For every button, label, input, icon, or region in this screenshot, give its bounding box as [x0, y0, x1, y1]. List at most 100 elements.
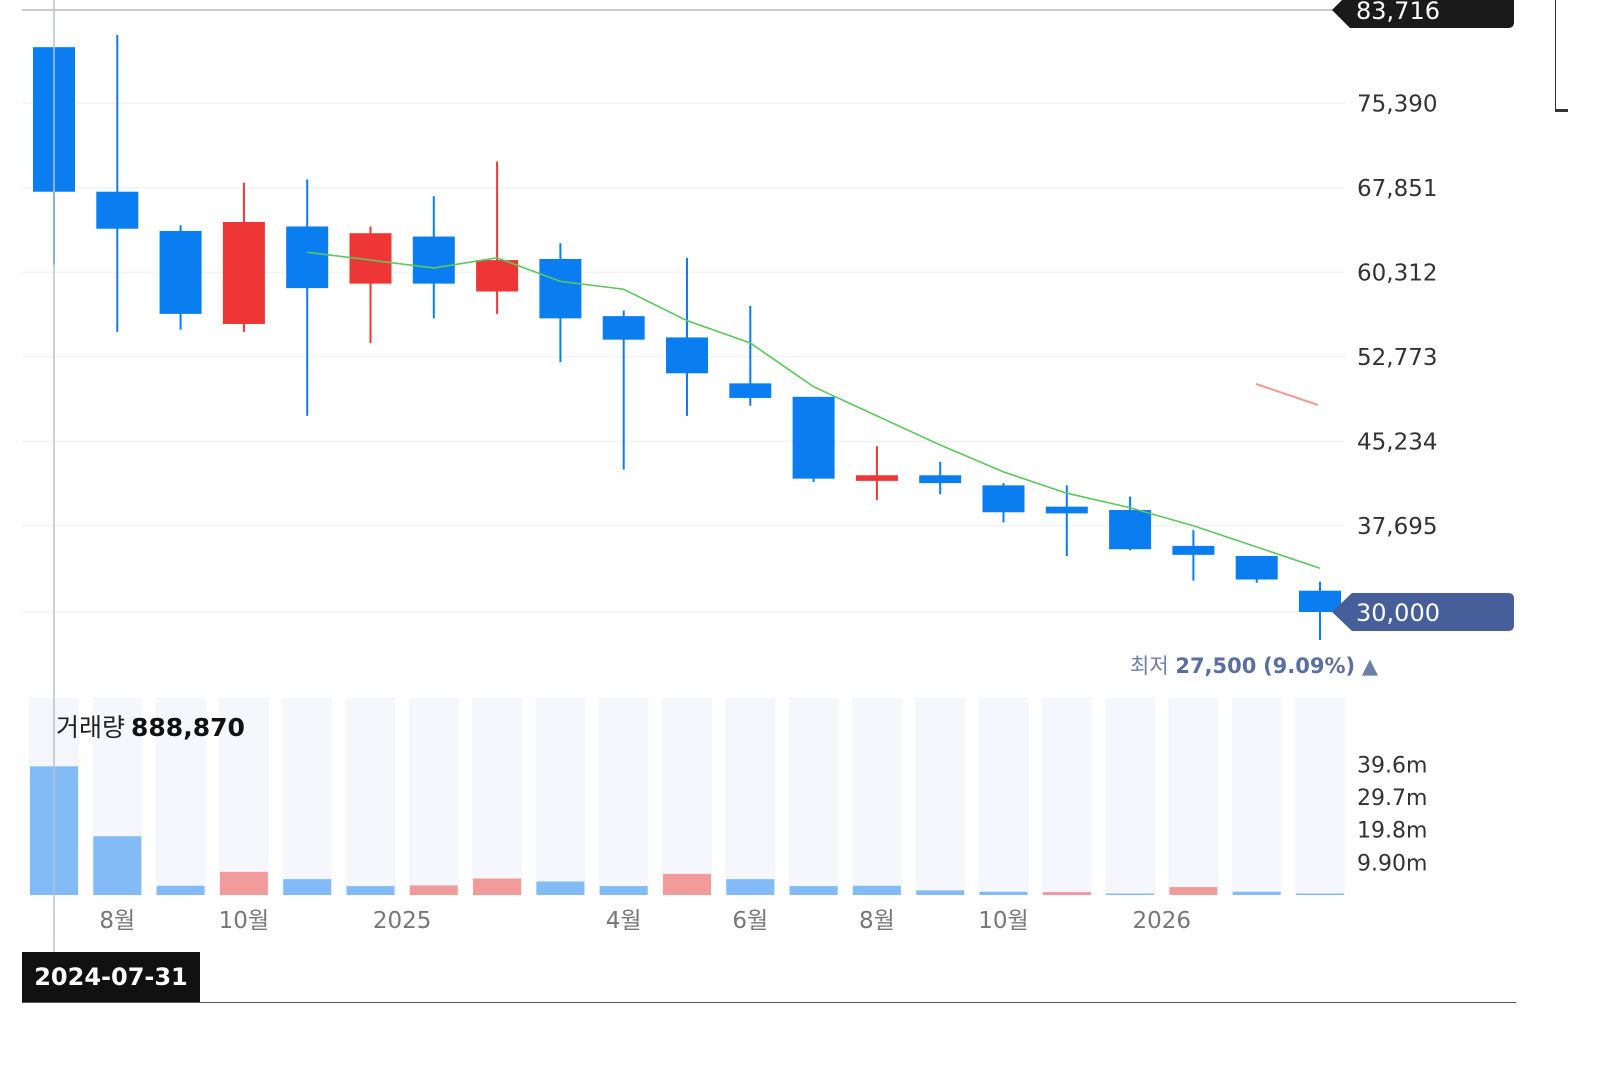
volume-bar [409, 885, 458, 895]
low-marker-arrow: ▲ [1361, 654, 1378, 678]
candle-body [792, 396, 835, 479]
candle-body [539, 258, 582, 319]
time-tick-label: 8월 [99, 908, 135, 934]
candle-body [1299, 590, 1341, 612]
volume-value: 888,870 [131, 713, 245, 742]
volume-slot [155, 698, 206, 895]
volume-bar [283, 879, 332, 895]
volume-bar [473, 878, 522, 895]
candle-body [982, 485, 1025, 513]
candle-body [222, 221, 265, 324]
candle-body [96, 191, 139, 229]
crosshair-date-badge: 2024-07-31 [22, 952, 200, 1002]
candle-body [412, 236, 455, 284]
low-marker-value: 27,500 [1175, 654, 1257, 678]
volume-bar [1296, 893, 1344, 895]
volume-tick-label: 9.90m [1357, 851, 1427, 876]
volume-bar [1106, 893, 1155, 895]
volume-slot [408, 698, 459, 895]
volume-slot [1105, 698, 1156, 895]
candle-body [1045, 506, 1088, 514]
volume-slot [218, 698, 269, 895]
volume-bar [979, 891, 1028, 895]
volume-bar [1042, 892, 1091, 895]
volume-slot [788, 698, 839, 895]
price-tick-label: 37,695 [1357, 514, 1437, 540]
volume-title: 거래량 [56, 713, 126, 742]
volume-bar [346, 886, 395, 895]
candle-body [666, 337, 708, 374]
volume-tick-label: 19.8m [1357, 819, 1427, 844]
price-tick-label: 75,390 [1357, 91, 1437, 117]
candles [33, 34, 1341, 641]
volume-bar [1169, 887, 1218, 895]
volume-slot [915, 698, 966, 895]
candle-body [476, 260, 519, 292]
candle-body [855, 475, 898, 481]
volume-bar [663, 873, 711, 895]
volume-slot [1295, 698, 1345, 895]
high-price-label: 83,716 [1356, 0, 1440, 25]
price-axis: 37,695 45,234 52,773 60,312 67,851 75,390 [1357, 91, 1437, 539]
ma-line [307, 251, 1321, 570]
price-tick-label: 52,773 [1357, 345, 1437, 371]
volume-bar [852, 885, 901, 895]
volume-slot [472, 698, 523, 895]
volume-slot [1168, 698, 1219, 895]
moving-average [307, 251, 1321, 570]
volume-slot [978, 698, 1029, 895]
candle-body [1172, 545, 1215, 555]
volume-slot [282, 698, 333, 895]
candle-body [919, 475, 962, 484]
volume-bar [156, 885, 205, 895]
volume-bar [536, 881, 585, 895]
volume-bar [93, 836, 142, 895]
candle-body [159, 230, 202, 314]
panel-edge-tick [1555, 109, 1568, 112]
bottom-rule [22, 1002, 1516, 1003]
volume-axis: 9.90m 19.8m 29.7m 39.6m [1357, 753, 1427, 876]
price-tick-label: 60,312 [1357, 260, 1437, 286]
volume-bar [789, 886, 838, 895]
volume-label: 거래량 888,870 [56, 708, 245, 744]
low-marker-title: 최저 [1130, 654, 1169, 678]
volume-tick-label: 39.6m [1357, 753, 1427, 778]
low-marker: 최저 27,500 (9.09%) ▲ [1130, 650, 1378, 680]
volume-slot [662, 698, 712, 895]
candle-body [602, 316, 645, 340]
time-tick-label: 10월 [219, 908, 269, 934]
high-price-badge [1332, 0, 1514, 28]
time-tick-label: 2025 [373, 908, 432, 934]
price-tick-label: 67,851 [1357, 176, 1437, 202]
time-tick-label: 10월 [978, 908, 1028, 934]
volume-bar [916, 890, 965, 895]
candle-body [1235, 555, 1278, 580]
price-badges: 83,716 30,000 [1332, 0, 1514, 631]
volume-bar [219, 871, 268, 895]
candle-body [1109, 510, 1152, 550]
price-tick-label: 45,234 [1357, 429, 1437, 455]
time-tick-label: 8월 [859, 908, 895, 934]
low-marker-pct: (9.09%) [1263, 654, 1356, 678]
volume-slot [1231, 698, 1282, 895]
volume-slot [1041, 698, 1092, 895]
volume-bar [1232, 891, 1281, 895]
volume-slot [725, 698, 776, 895]
volume-slot [598, 698, 649, 895]
volume-slot [851, 698, 902, 895]
candle-body [286, 226, 329, 289]
panel-edge [1555, 0, 1556, 112]
trend-segment [1255, 383, 1319, 406]
time-tick-label: 2026 [1132, 908, 1191, 934]
volume-slot [345, 698, 396, 895]
time-axis: 8월 10월 2025 4월 6월 8월 10월 2026 [99, 908, 1191, 934]
volume-slot [535, 698, 586, 895]
time-tick-label: 6월 [732, 908, 768, 934]
current-price-label: 30,000 [1356, 599, 1440, 627]
volume-bar [726, 879, 775, 895]
candle-body [729, 383, 772, 398]
volume-tick-label: 29.7m [1357, 786, 1427, 811]
volume-bar [599, 886, 648, 895]
time-tick-label: 4월 [606, 908, 642, 934]
